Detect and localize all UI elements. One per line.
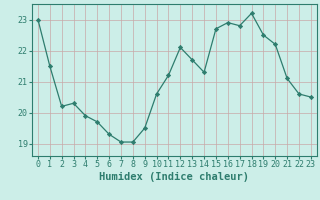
X-axis label: Humidex (Indice chaleur): Humidex (Indice chaleur) (100, 172, 249, 182)
